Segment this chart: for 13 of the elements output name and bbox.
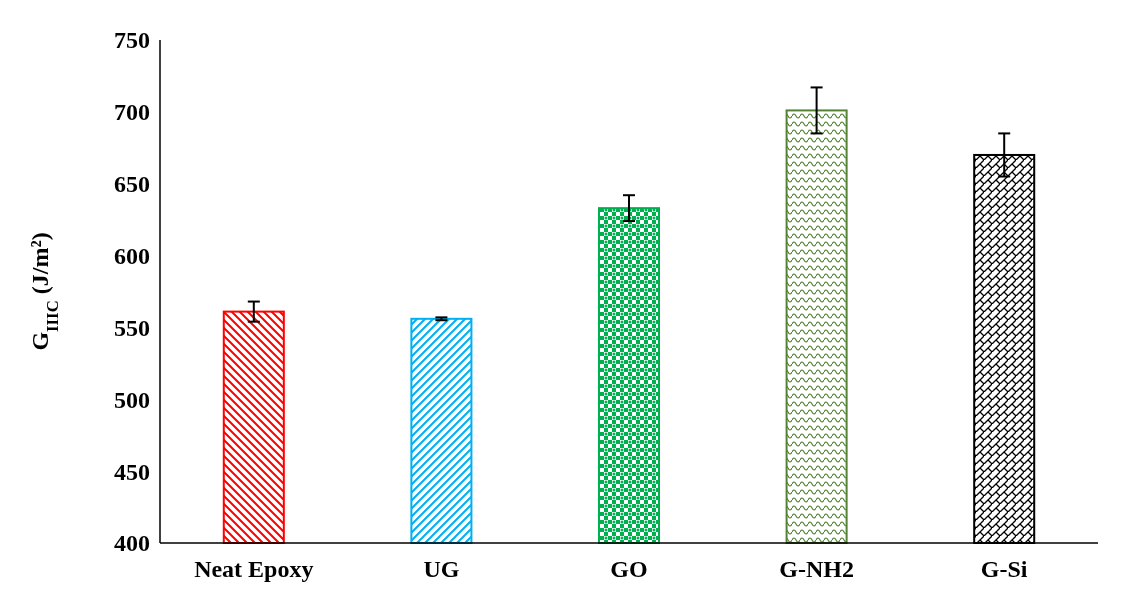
y-tick-label: 750 [114, 27, 150, 54]
y-tick-label: 550 [114, 314, 150, 341]
y-tick-label: 600 [114, 242, 150, 269]
y-tick-label: 450 [114, 458, 150, 485]
y-tick-label: 700 [114, 99, 150, 126]
y-tick-label: 650 [114, 171, 150, 198]
x-tick-label: G-Si [980, 556, 1028, 582]
y-tick-label: 500 [114, 386, 150, 413]
x-tick-label: Neat Epoxy [194, 556, 314, 582]
x-tick-label: UG [423, 556, 460, 582]
y-tick-label: 400 [114, 530, 150, 557]
x-tick-label: G-NH2 [779, 556, 854, 582]
x-tick-label: GO [610, 556, 648, 582]
